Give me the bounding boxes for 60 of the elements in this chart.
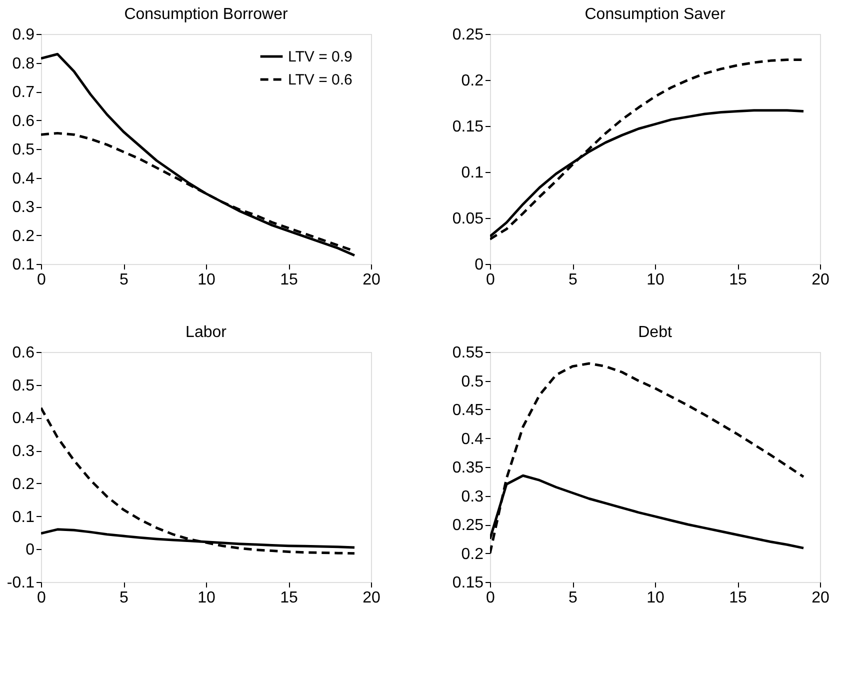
x-tick-label: 0 xyxy=(37,590,46,606)
y-tick-label: 0.9 xyxy=(12,26,35,44)
x-tick-label: 15 xyxy=(280,590,298,606)
y-tick-label: 0.3 xyxy=(12,199,35,216)
y-tick-label: 0.8 xyxy=(12,55,35,72)
y-tick-label: 0.05 xyxy=(452,210,484,228)
y-tick-label: 0.6 xyxy=(12,112,35,130)
chart-title: Consumption Borrower xyxy=(124,6,288,23)
y-tick-label: 0.2 xyxy=(12,228,35,245)
y-tick-label: 0.7 xyxy=(12,84,35,101)
y-tick-label: -0.1 xyxy=(6,574,35,592)
y-tick-label: 0.6 xyxy=(12,344,35,362)
y-tick-label: 0.3 xyxy=(461,488,484,506)
x-tick-label: 10 xyxy=(646,272,664,288)
y-tick-label: 0.5 xyxy=(12,377,35,394)
y-tick-label: 0.15 xyxy=(452,118,484,136)
y-tick-label: 0 xyxy=(474,256,484,274)
x-tick-label: 15 xyxy=(729,272,747,288)
x-tick-label: 20 xyxy=(812,272,830,288)
x-tick-label: 20 xyxy=(362,272,380,288)
x-tick-label: 5 xyxy=(568,272,578,288)
y-tick-label: 0.45 xyxy=(452,402,484,419)
y-tick-label: 0.55 xyxy=(452,344,484,362)
y-tick-label: 0.1 xyxy=(461,164,484,182)
x-tick-label: 10 xyxy=(198,590,216,606)
chart-title: Labor xyxy=(186,324,228,341)
x-tick-label: 20 xyxy=(812,590,830,606)
line-series xyxy=(41,52,356,257)
y-tick-label: 0.2 xyxy=(12,476,35,493)
y-tick-label: 0.2 xyxy=(461,546,484,563)
chart-title: Debt xyxy=(638,324,672,341)
y-tick-label: 0.25 xyxy=(452,26,484,44)
y-tick-label: 0.1 xyxy=(12,256,35,274)
x-tick-label: 0 xyxy=(486,272,496,288)
y-tick-label: 0.2 xyxy=(461,72,484,90)
x-tick-label: 20 xyxy=(362,590,380,606)
y-tick-label: 0.25 xyxy=(452,517,484,534)
y-tick-label: 0.4 xyxy=(461,430,484,448)
x-tick-label: 5 xyxy=(568,590,578,606)
y-tick-label: 0.4 xyxy=(12,410,35,428)
x-tick-label: 0 xyxy=(486,590,496,606)
x-tick-label: 0 xyxy=(37,272,46,288)
x-tick-label: 10 xyxy=(198,272,216,288)
chart-title: Consumption Saver xyxy=(584,6,726,23)
x-tick-label: 10 xyxy=(646,590,664,606)
x-tick-label: 5 xyxy=(120,272,129,288)
y-tick-label: 0.5 xyxy=(12,142,35,158)
y-tick-label: 0.5 xyxy=(461,373,484,390)
legend-label: LTV = 0.9 xyxy=(288,48,352,66)
line-series xyxy=(41,406,356,555)
legend-label: LTV = 0.6 xyxy=(288,72,352,88)
x-tick-label: 15 xyxy=(729,590,747,606)
y-tick-label: 0.1 xyxy=(12,508,35,526)
y-tick-label: 0.15 xyxy=(452,574,484,592)
y-tick-label: 0 xyxy=(26,542,35,559)
y-tick-label: 0.3 xyxy=(12,443,35,460)
y-tick-label: 0.4 xyxy=(12,170,35,188)
x-tick-label: 5 xyxy=(120,590,129,606)
y-tick-label: 0.35 xyxy=(452,460,484,476)
x-tick-label: 15 xyxy=(280,272,298,288)
